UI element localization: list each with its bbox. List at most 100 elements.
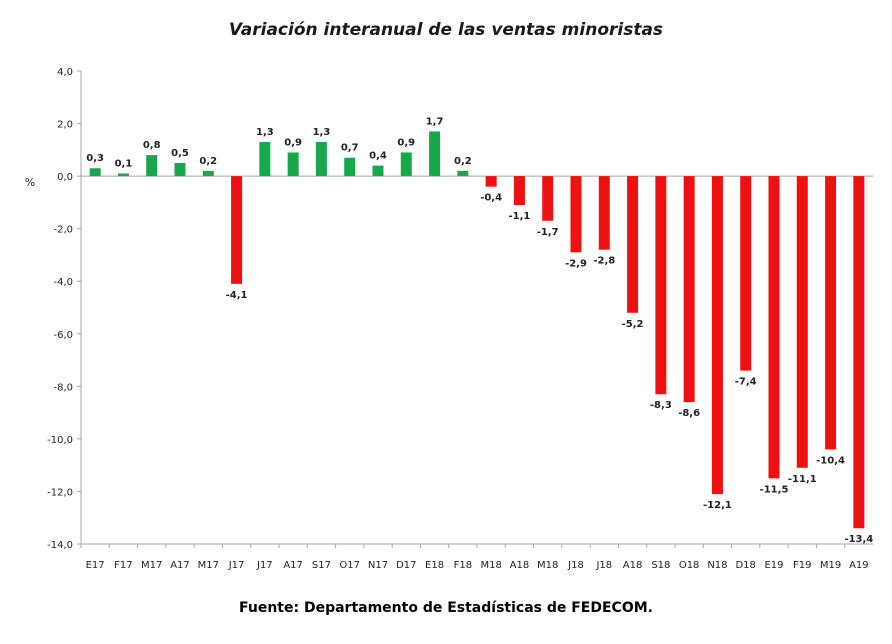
bar (344, 157, 356, 177)
bar (259, 141, 271, 177)
x-tick-label: S18 (651, 560, 670, 571)
bar (711, 176, 723, 495)
bar (457, 170, 469, 177)
x-tick-label: A19 (849, 560, 869, 571)
y-tick-labels: 4,0 2,0 0,0 -2,0 -4,0 -6,0 -8,0 -10,0 -12,0 -14,0… (25, 67, 81, 551)
data-label: -11,5 (760, 484, 789, 495)
x-tick-label: N18 (707, 560, 727, 571)
y-tick-label: -4,0 (53, 277, 73, 288)
x-tick-label: F17 (114, 560, 132, 571)
x-tick-label: D17 (396, 560, 416, 571)
x-tick-label: M18 (480, 560, 501, 571)
data-label: -1,1 (508, 211, 530, 222)
data-labels: 0,3 0,1 0,8 0,5 0,2 -4,1 1,3 0,9 1,3 0,7 0,4 0,9 1,7… (86, 116, 873, 545)
bar (429, 131, 441, 177)
x-tick-label: J18 (567, 560, 584, 571)
x-tick-label: E18 (425, 560, 444, 571)
bar (400, 152, 412, 177)
bar (146, 155, 158, 177)
data-label: 0,2 (454, 156, 472, 167)
x-tick-label: O17 (339, 560, 360, 571)
data-label: -13,4 (844, 534, 873, 545)
y-tick-label: 2,0 (57, 120, 73, 131)
data-label: -12,1 (703, 500, 732, 511)
data-label: 1,7 (426, 116, 444, 127)
chart-title: Variación interanual de las ventas minor… (228, 20, 664, 40)
data-label: 0,7 (341, 143, 359, 154)
bar (683, 176, 695, 403)
y-tick-label: -6,0 (53, 330, 73, 341)
data-label: 0,3 (86, 153, 104, 164)
bar (231, 176, 243, 284)
x-tick-label: A18 (623, 560, 643, 571)
data-label: 0,9 (397, 137, 415, 148)
bar (202, 170, 214, 177)
data-label: 0,5 (171, 148, 189, 159)
x-tick-label: M17 (141, 560, 162, 571)
y-tick-label: 0,0 (57, 172, 73, 183)
y-tick-label: -8,0 (53, 382, 73, 393)
bar (627, 176, 639, 313)
source-note: Fuente: Departamento de Estadísticas de … (239, 600, 653, 616)
x-tick-label: M17 (198, 560, 219, 571)
data-label: -2,9 (565, 258, 587, 269)
bar (768, 176, 780, 479)
x-tick-label: M18 (537, 560, 558, 571)
x-tick-label: J17 (228, 560, 245, 571)
x-tick-label: F19 (793, 560, 811, 571)
bar (853, 176, 865, 529)
bar (542, 176, 554, 221)
y-tick-label: -12,0 (47, 487, 73, 498)
bar (598, 176, 610, 250)
data-label: -7,4 (735, 377, 757, 388)
bar (740, 176, 752, 371)
data-label: -8,6 (678, 408, 700, 419)
data-label: 0,9 (284, 137, 302, 148)
x-tick-label: E19 (764, 560, 783, 571)
x-tick-label: A17 (170, 560, 190, 571)
x-tick-label: N17 (368, 560, 388, 571)
data-label: -5,2 (622, 319, 644, 330)
x-tick-label: S17 (312, 560, 331, 571)
data-label: 0,2 (199, 156, 217, 167)
x-tick-label: F18 (454, 560, 472, 571)
x-tick-label: A18 (510, 560, 530, 571)
data-label: 1,3 (313, 127, 331, 138)
data-label: -2,8 (593, 256, 615, 267)
y-tick-label: 4,0 (57, 67, 73, 78)
bar (117, 173, 129, 177)
data-label: -8,3 (650, 400, 672, 411)
y-axis-label: % (25, 176, 35, 189)
data-label: -4,1 (226, 290, 248, 301)
y-tick-label: -10,0 (47, 435, 73, 446)
bar (570, 176, 582, 253)
bar (315, 141, 327, 177)
x-tick-label: M19 (820, 560, 841, 571)
bar (825, 176, 837, 450)
data-label: 1,3 (256, 127, 274, 138)
data-label: -1,7 (537, 227, 559, 238)
bar (174, 162, 186, 177)
x-tick-label: D18 (735, 560, 755, 571)
bar (372, 165, 384, 177)
data-label: 0,8 (143, 140, 161, 151)
x-tick-label: J17 (256, 560, 273, 571)
bar (89, 168, 101, 177)
x-tick-label: O18 (679, 560, 700, 571)
bar-series (89, 131, 865, 529)
bar (513, 176, 525, 206)
x-tick-label: E17 (86, 560, 105, 571)
bar (796, 176, 808, 468)
data-label: 0,4 (369, 151, 387, 162)
data-label: -0,4 (480, 193, 502, 204)
data-label: -10,4 (816, 455, 845, 466)
y-tick-label: -2,0 (53, 225, 73, 236)
x-tick-labels: E17 F17 M17 A17 M17 J17 J17 A17 S17 O17 N17 D17 E18 F… (80, 544, 869, 571)
bar (485, 176, 497, 187)
bar (655, 176, 667, 395)
x-tick-label: J18 (595, 560, 612, 571)
data-label: -11,1 (788, 474, 817, 485)
chart-axes (80, 71, 873, 545)
y-tick-label: -14,0 (47, 540, 73, 551)
bar-chart: 0,3 0,1 0,8 0,5 0,2 -4,1 1,3 0,9 1,3 0,7 0,4 0,9 1,7… (25, 67, 874, 571)
